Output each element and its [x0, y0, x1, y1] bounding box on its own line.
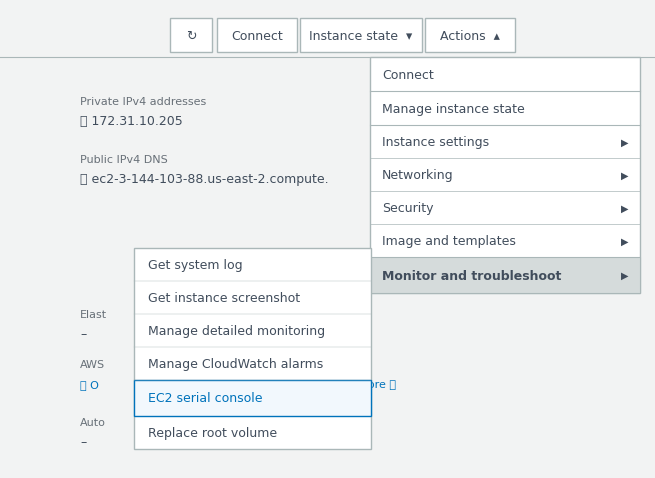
- Text: Private IPv4 addresses: Private IPv4 addresses: [80, 97, 206, 107]
- Text: Instance settings: Instance settings: [382, 136, 489, 149]
- Text: ⎘ ec2-3-144-103-88.us-east-2.compute.: ⎘ ec2-3-144-103-88.us-east-2.compute.: [80, 173, 329, 186]
- Text: –: –: [80, 328, 86, 341]
- Text: Auto: Auto: [80, 418, 106, 428]
- Text: –: –: [80, 436, 86, 449]
- Text: Elast: Elast: [80, 310, 107, 320]
- Text: Manage detailed monitoring: Manage detailed monitoring: [148, 325, 325, 338]
- Text: recommendations.  |  Learn more ⧉: recommendations. | Learn more ⧉: [200, 380, 396, 391]
- Text: Get system log: Get system log: [148, 259, 242, 272]
- Bar: [300, 18, 422, 52]
- Bar: [134, 248, 371, 449]
- Text: Replace root volume: Replace root volume: [148, 427, 277, 440]
- Text: ▶: ▶: [620, 204, 628, 214]
- Text: Instance state  ▾: Instance state ▾: [309, 30, 413, 43]
- Text: Manage instance state: Manage instance state: [382, 102, 525, 116]
- Text: Get instance screenshot: Get instance screenshot: [148, 292, 300, 305]
- Text: Connect: Connect: [382, 68, 434, 82]
- Text: ▶: ▶: [620, 237, 628, 247]
- Bar: [425, 18, 515, 52]
- Text: Monitor and troubleshoot: Monitor and troubleshoot: [382, 270, 561, 282]
- Bar: [217, 18, 297, 52]
- Text: AWS: AWS: [80, 360, 105, 370]
- Text: Connect: Connect: [231, 30, 283, 43]
- Text: ↻: ↻: [186, 30, 196, 43]
- Text: ▶: ▶: [620, 171, 628, 181]
- Bar: [170, 18, 212, 52]
- Text: ⎘ 172.31.10.205: ⎘ 172.31.10.205: [80, 115, 183, 128]
- Text: Public IPv4 DNS: Public IPv4 DNS: [80, 155, 168, 165]
- Bar: [134, 380, 371, 416]
- Text: Security: Security: [382, 202, 434, 215]
- Text: Actions  ▴: Actions ▴: [440, 30, 500, 43]
- Text: Image and templates: Image and templates: [382, 235, 516, 248]
- Text: ▶: ▶: [620, 271, 628, 281]
- Bar: [370, 57, 640, 293]
- Text: EC2 serial console: EC2 serial console: [148, 392, 263, 405]
- Text: Manage CloudWatch alarms: Manage CloudWatch alarms: [148, 358, 324, 371]
- Text: Networking: Networking: [382, 169, 454, 182]
- Text: ▶: ▶: [620, 138, 628, 148]
- Text: ⓘ O: ⓘ O: [80, 380, 99, 390]
- Bar: [370, 257, 640, 293]
